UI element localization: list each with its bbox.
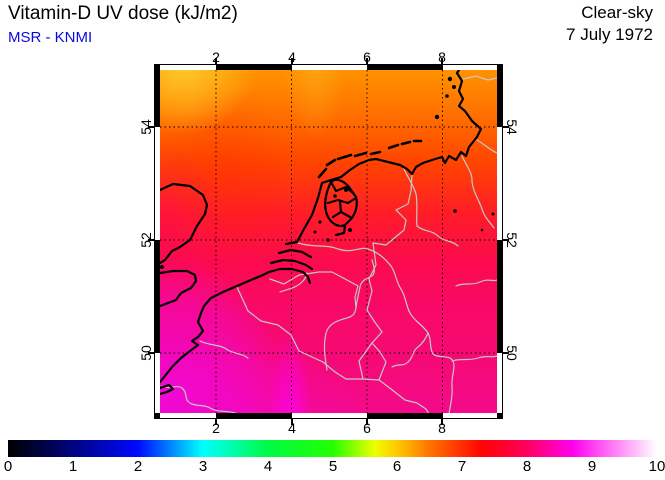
lon-tick-label-bottom: 2 — [212, 420, 220, 436]
axis-tick — [366, 419, 368, 425]
lon-tick-label-bottom: 6 — [363, 420, 371, 436]
axis-tick — [291, 58, 293, 64]
axis-tick — [441, 419, 443, 425]
lon-tick-label-bottom: 8 — [438, 420, 446, 436]
colorbar-tick-label: 9 — [587, 458, 597, 475]
islands-and-lakes — [160, 76, 495, 269]
colorbar-gradient — [8, 440, 657, 457]
axis-tick — [503, 239, 509, 241]
axis-tick — [441, 58, 443, 64]
lat-tick-label-right: 52 — [504, 232, 520, 248]
axis-tick — [148, 239, 154, 241]
date-label: 7 July 1972 — [566, 25, 653, 44]
colorbar-tick-label: 3 — [198, 458, 208, 475]
colorbar-tick-label: 10 — [648, 458, 665, 475]
lat-tick-label-left: 52 — [138, 232, 154, 248]
uv-dose-field-map — [159, 69, 498, 414]
frame-band-left — [155, 70, 160, 413]
axis-tick — [215, 419, 217, 425]
colorbar-tick-label: 2 — [133, 458, 143, 475]
axis-tick — [291, 419, 293, 425]
lon-tick-label-top: 2 — [212, 49, 220, 65]
lon-tick-label-top: 8 — [438, 49, 446, 65]
axis-tick — [148, 126, 154, 128]
colorbar-tick-label: 0 — [3, 458, 13, 475]
axis-tick — [215, 58, 217, 64]
lon-tick-label-top: 4 — [288, 49, 296, 65]
wadden-islands — [317, 139, 423, 179]
frame-band-right — [497, 70, 502, 413]
borders-and-rivers — [161, 75, 497, 413]
colorbar-tick-label: 5 — [328, 458, 338, 475]
coastlines — [160, 70, 483, 396]
colorbar-tick-label: 6 — [392, 458, 402, 475]
axis-tick — [503, 352, 509, 354]
graticule-lines — [160, 70, 497, 413]
lat-tick-label-right: 54 — [504, 119, 520, 135]
lat-tick-label-left: 54 — [138, 119, 154, 135]
map-overlay-svg — [160, 70, 497, 413]
axis-tick — [503, 126, 509, 128]
frame-band-top — [160, 65, 497, 70]
axis-tick — [366, 58, 368, 64]
lon-tick-label-top: 6 — [363, 49, 371, 65]
frame-corner — [155, 413, 160, 418]
lon-tick-label-bottom: 4 — [288, 420, 296, 436]
frame-corner — [497, 65, 502, 70]
axis-tick — [148, 352, 154, 354]
colorbar-tick-label: 8 — [522, 458, 532, 475]
sky-condition-label: Clear-sky — [581, 3, 653, 22]
lat-tick-label-right: 50 — [504, 345, 520, 361]
map-frame — [154, 64, 503, 419]
frame-corner — [155, 65, 160, 70]
lat-tick-label-left: 50 — [138, 345, 154, 361]
colorbar-tick-label: 4 — [263, 458, 273, 475]
frame-corner — [497, 413, 502, 418]
colorbar-tick-label: 7 — [457, 458, 467, 475]
page-title: Vitamin-D UV dose (kJ/m2) — [8, 3, 238, 24]
data-source-label: MSR - KNMI — [8, 29, 93, 46]
frame-band-bottom — [160, 413, 497, 418]
colorbar-tick-label: 1 — [68, 458, 78, 475]
